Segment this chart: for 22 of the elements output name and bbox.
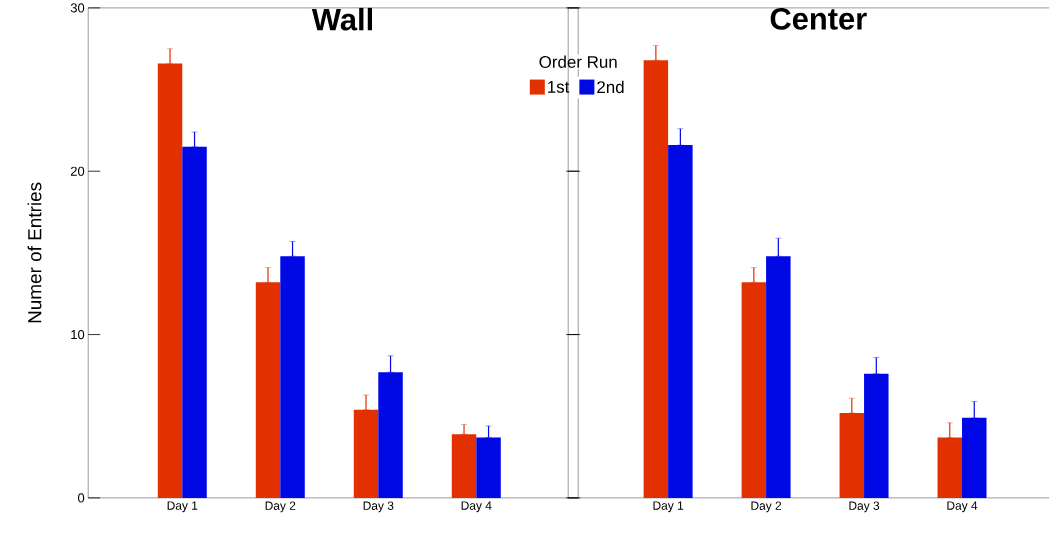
bar [839, 412, 865, 498]
x-tick-label: Day 1 [653, 501, 684, 512]
x-tick-label: Day 3 [849, 501, 880, 513]
legend-label: 1st [548, 80, 570, 93]
legend-label: 2nd [597, 80, 624, 93]
y-tick-label: 20 [70, 166, 85, 176]
bar [668, 144, 693, 498]
chart-title: Center [770, 7, 867, 30]
x-tick-label: Day 2 [751, 501, 782, 513]
x-tick-label: Day 3 [363, 501, 394, 513]
chart-title: Wall [311, 7, 372, 31]
x-tick-label: Day 4 [461, 501, 492, 512]
bar [962, 417, 987, 498]
x-tick-label: Day 1 [167, 501, 198, 512]
bar [378, 372, 403, 498]
y-axis-title: Numer of Entries [27, 182, 42, 323]
y-tick-label: 30 [70, 3, 85, 13]
x-tick-label: Day 4 [947, 501, 978, 512]
legend-title: Order Run [539, 55, 617, 68]
x-tick-label: Day 2 [265, 501, 296, 513]
y-tick-label: 10 [71, 329, 85, 340]
y-tick-label: 0 [77, 493, 85, 503]
